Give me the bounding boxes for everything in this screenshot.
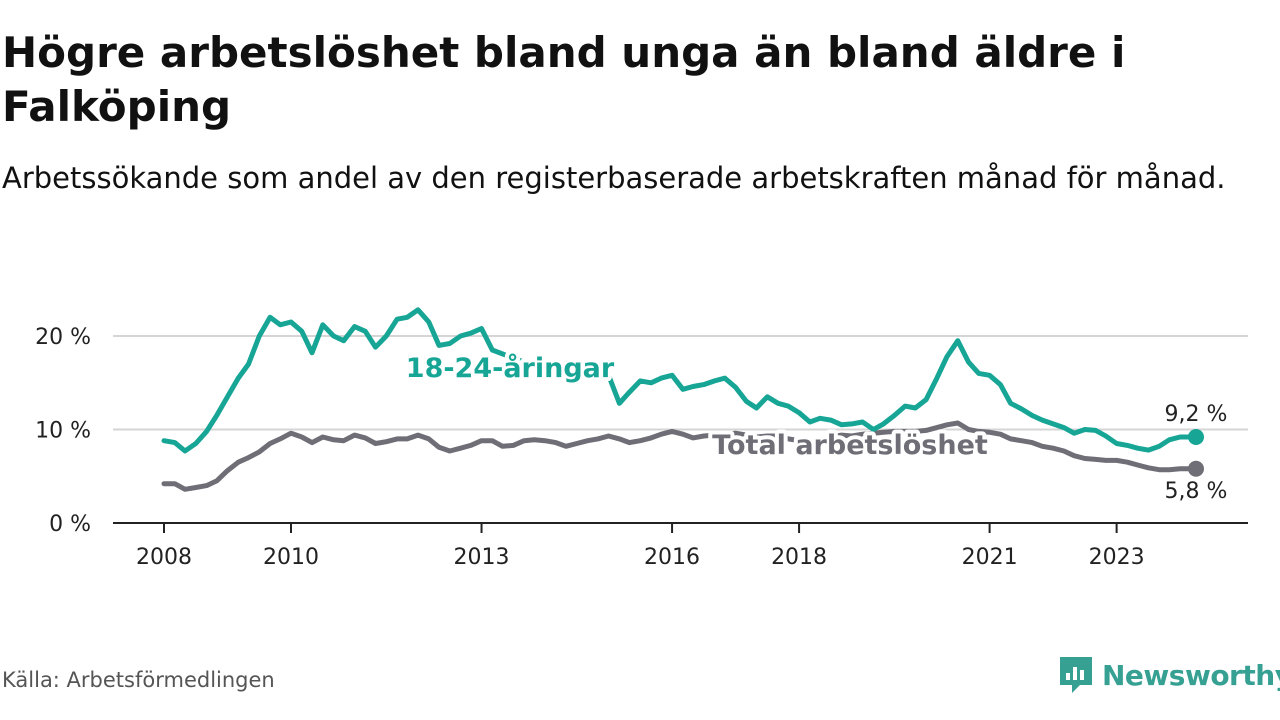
x-tick-label: 2021 (962, 545, 1018, 570)
chart-subtitle: Arbetssökande som andel av den registerb… (2, 161, 1226, 195)
newsworthy-logo-icon (1060, 657, 1092, 693)
x-tick-label: 2013 (454, 545, 510, 570)
series-labels: 18-24-åringar Total arbetslöshet 9,2 % 5,8 … (402, 348, 1230, 507)
axes: 0 % 10 % 20 % 2008 2010 2013 2016 2018 2021 2023 (35, 325, 1248, 570)
x-tick-label: 2018 (771, 545, 827, 570)
x-tick-label: 2016 (644, 545, 700, 570)
end-value-label-young: 9,2 % (1165, 402, 1228, 427)
source-note: Källa: Arbetsförmedlingen (2, 668, 275, 692)
series-lines (161, 307, 1204, 492)
x-tick-label: 2023 (1089, 545, 1145, 570)
series-line-total (161, 420, 1199, 492)
y-tick-label: 20 % (35, 325, 91, 350)
chart-title: Högre arbetslöshet bland unga än bland ä… (2, 28, 1126, 131)
end-point-young (1188, 428, 1204, 445)
end-point-total (1188, 460, 1204, 477)
y-tick-label: 10 % (35, 419, 91, 444)
series-line-young (161, 307, 1199, 454)
brand-logo[interactable]: Newsworthy (1058, 653, 1280, 697)
end-value-label-total: 5,8 % (1165, 479, 1228, 504)
series-label-total: Total arbetslöshet (712, 430, 988, 461)
x-tick-label: 2008 (136, 545, 192, 570)
x-tick-label: 2010 (263, 545, 319, 570)
y-tick-label: 0 % (49, 512, 91, 537)
series-label-young: 18-24-åringar (406, 352, 615, 384)
brand-name: Newsworthy (1102, 658, 1280, 692)
